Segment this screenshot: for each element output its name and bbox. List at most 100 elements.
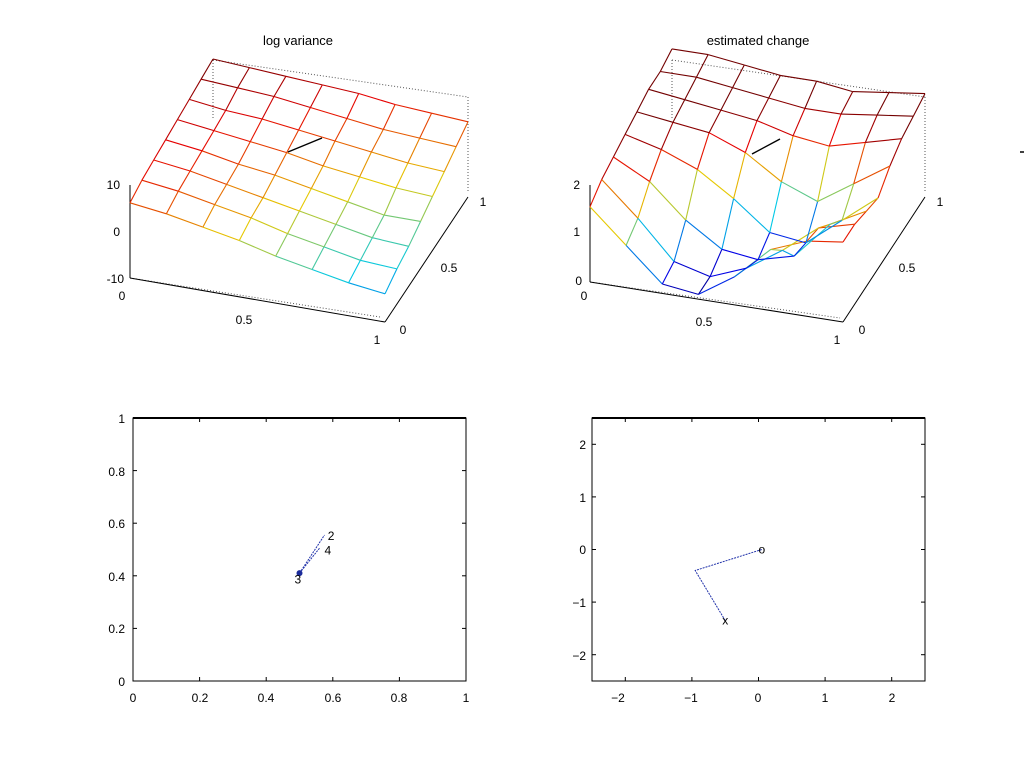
x-tick-label: −1 bbox=[684, 691, 698, 705]
mesh-line bbox=[249, 67, 287, 77]
mesh-line bbox=[734, 267, 747, 278]
mesh-line bbox=[721, 198, 735, 250]
mesh-line bbox=[383, 187, 397, 216]
y-tick-label: 0 bbox=[400, 323, 407, 337]
mesh-line bbox=[274, 174, 312, 190]
mesh-line bbox=[770, 240, 808, 251]
mesh-line bbox=[153, 159, 191, 172]
mesh-line bbox=[359, 176, 397, 189]
start-point bbox=[296, 570, 303, 577]
mesh-line bbox=[322, 84, 359, 95]
mesh-line bbox=[709, 249, 723, 277]
mesh-line bbox=[212, 58, 250, 69]
mesh-line bbox=[661, 261, 675, 285]
mesh-line bbox=[372, 237, 409, 247]
mesh-line bbox=[189, 98, 226, 111]
point-label: 4 bbox=[325, 544, 332, 558]
y-tick-label: 0.5 bbox=[441, 261, 458, 275]
y-tick-label: 0.5 bbox=[899, 261, 916, 275]
mesh-line bbox=[299, 210, 337, 225]
mesh-line bbox=[188, 78, 202, 100]
mesh-line bbox=[744, 152, 782, 183]
mesh-line bbox=[637, 181, 651, 219]
x-tick-label: 0.2 bbox=[192, 691, 209, 705]
mesh-line bbox=[696, 76, 733, 89]
mesh-line bbox=[842, 223, 856, 243]
mesh-line bbox=[213, 110, 227, 131]
z-tick-label: 10 bbox=[107, 178, 121, 192]
mesh-line bbox=[323, 224, 337, 248]
mesh-line bbox=[673, 219, 687, 262]
point-labels: 24 3 bbox=[295, 529, 335, 586]
series-line bbox=[299, 534, 325, 574]
mesh-line bbox=[601, 179, 639, 219]
x-tick-label: 0.8 bbox=[391, 691, 408, 705]
mesh-line bbox=[804, 107, 842, 115]
mesh-line bbox=[287, 233, 325, 248]
mesh-line bbox=[782, 249, 795, 257]
chart-title: estimated change bbox=[707, 33, 810, 48]
mesh-line bbox=[612, 134, 626, 158]
mesh-line bbox=[394, 103, 432, 114]
mesh-line bbox=[805, 201, 819, 244]
mesh-line bbox=[624, 133, 662, 151]
mesh-line bbox=[876, 92, 890, 116]
mesh-line bbox=[322, 140, 336, 167]
mesh-line bbox=[176, 99, 190, 120]
mesh-line bbox=[733, 152, 746, 199]
surface-mesh bbox=[589, 48, 926, 295]
trajectory-series bbox=[296, 534, 325, 577]
mesh-line bbox=[804, 80, 818, 109]
mesh-line bbox=[285, 75, 323, 86]
mesh-line bbox=[697, 168, 734, 200]
mesh-line bbox=[756, 120, 794, 137]
mesh-line bbox=[817, 183, 854, 202]
mesh-line bbox=[395, 162, 409, 189]
mesh-line bbox=[782, 227, 819, 251]
mesh-line bbox=[708, 132, 746, 153]
panel-estimated-change: estimated change 2 1 0 0 0.5 1 0 0.5 1 bbox=[573, 33, 943, 347]
y-tick-label: 0 bbox=[118, 675, 125, 689]
mesh-line bbox=[129, 202, 167, 215]
mesh-line bbox=[359, 237, 373, 261]
mesh-line bbox=[732, 87, 769, 99]
mesh-line bbox=[214, 204, 252, 219]
mesh-line bbox=[733, 198, 771, 233]
mesh-line bbox=[854, 210, 867, 225]
mesh-line bbox=[298, 188, 312, 212]
axes-box bbox=[589, 59, 926, 319]
mesh-line bbox=[865, 138, 902, 143]
panel-log-variance: log variance 10 0 -10 0 0.5 1 0 0.5 1 bbox=[107, 33, 487, 347]
mesh-line bbox=[225, 109, 263, 120]
mesh-line bbox=[649, 181, 687, 221]
mesh-line bbox=[396, 246, 410, 270]
mesh-line bbox=[780, 74, 817, 82]
mesh-line bbox=[178, 190, 215, 206]
tick-marks bbox=[132, 417, 467, 682]
y-tick-label: 1 bbox=[118, 412, 125, 426]
mesh-line bbox=[852, 91, 889, 94]
axes-box bbox=[129, 59, 469, 318]
mesh-line bbox=[382, 104, 396, 130]
mesh-line bbox=[877, 114, 914, 117]
trajectory-series bbox=[694, 549, 762, 621]
y-tick-label: 0 bbox=[859, 323, 866, 337]
x-tick-label: 2 bbox=[889, 691, 896, 705]
mesh-line bbox=[275, 255, 313, 271]
mesh-line bbox=[817, 145, 830, 202]
mesh-line bbox=[805, 219, 843, 244]
x-tick-label: 0 bbox=[130, 691, 137, 705]
mesh-line bbox=[371, 214, 385, 238]
mesh-line bbox=[310, 106, 348, 120]
mesh-line bbox=[662, 283, 699, 295]
mesh-line bbox=[407, 162, 445, 173]
mesh-line bbox=[347, 201, 385, 216]
mesh-line bbox=[214, 184, 228, 205]
mesh-line bbox=[901, 115, 914, 139]
mesh-line bbox=[323, 246, 361, 261]
mesh-line bbox=[660, 70, 697, 78]
mesh-line bbox=[298, 107, 311, 131]
y-tick-label: 1 bbox=[480, 195, 487, 209]
mesh-line bbox=[672, 121, 710, 134]
mesh-line bbox=[348, 282, 386, 295]
